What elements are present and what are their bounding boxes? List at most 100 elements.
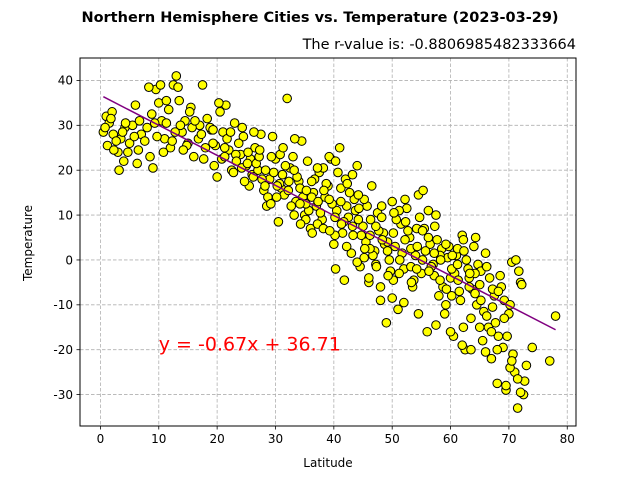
data-point	[484, 273, 495, 283]
x-tick-label: 10	[151, 432, 166, 446]
data-point	[353, 214, 364, 225]
data-point	[197, 80, 208, 90]
data-point	[432, 234, 442, 245]
data-point	[492, 378, 503, 389]
data-point	[344, 187, 355, 198]
data-point	[464, 268, 475, 279]
y-tick-label: -30	[53, 388, 73, 402]
data-point	[454, 286, 465, 297]
data-point	[146, 109, 157, 119]
data-point	[515, 387, 526, 398]
x-tick-label: 40	[326, 432, 341, 446]
data-point	[400, 234, 410, 245]
data-point	[225, 127, 236, 137]
data-point	[495, 270, 505, 281]
data-point	[455, 295, 466, 306]
data-point	[476, 295, 486, 306]
y-axis-label: Temperature	[21, 205, 35, 282]
y-tick-label: -10	[53, 298, 73, 312]
data-point	[155, 80, 166, 90]
data-point	[469, 241, 479, 252]
chart-title: Northern Hemisphere Cities vs. Temperatu…	[81, 10, 558, 26]
data-point	[422, 326, 433, 337]
data-point	[342, 178, 353, 189]
data-point	[145, 151, 155, 162]
data-point	[254, 145, 265, 155]
data-point	[282, 93, 292, 104]
data-point	[152, 131, 162, 142]
data-point	[313, 196, 323, 207]
data-point	[431, 210, 441, 220]
data-point	[445, 326, 456, 337]
x-tick-label: 0	[97, 432, 105, 446]
data-point	[406, 277, 417, 288]
data-point	[239, 176, 250, 187]
data-point	[414, 212, 425, 223]
data-point	[486, 353, 497, 364]
data-point	[366, 181, 377, 191]
data-point	[301, 185, 312, 196]
data-point	[266, 151, 277, 162]
data-point	[389, 208, 399, 218]
data-point	[130, 100, 141, 110]
data-point	[229, 118, 240, 128]
data-point	[348, 230, 358, 241]
data-point	[399, 297, 409, 308]
data-point	[288, 151, 298, 162]
data-point	[429, 221, 440, 232]
data-point	[271, 192, 282, 202]
data-point	[198, 154, 209, 164]
data-point	[142, 122, 152, 133]
data-point	[267, 131, 278, 142]
data-point	[359, 252, 369, 263]
data-point	[118, 156, 129, 167]
data-point	[289, 165, 299, 175]
data-point	[324, 225, 335, 236]
data-point	[329, 239, 339, 250]
data-point	[435, 275, 445, 285]
data-point	[429, 248, 440, 259]
data-point	[492, 344, 503, 355]
x-tick-label: 60	[443, 432, 458, 446]
data-point	[481, 311, 492, 321]
data-point	[423, 232, 434, 243]
data-point	[512, 374, 523, 384]
data-point	[219, 142, 230, 153]
data-point	[266, 199, 276, 209]
data-point	[249, 127, 259, 137]
data-point	[411, 264, 422, 274]
data-point	[459, 246, 469, 256]
data-point	[212, 172, 222, 182]
data-point	[400, 194, 410, 205]
data-point	[375, 295, 386, 306]
data-point	[190, 116, 200, 126]
data-point	[129, 131, 140, 142]
data-point	[289, 210, 299, 220]
data-point	[346, 248, 357, 259]
data-point	[242, 158, 253, 169]
y-tick-label: 30	[58, 119, 73, 133]
data-point	[441, 300, 451, 310]
data-point	[434, 291, 444, 301]
data-point	[312, 163, 323, 173]
data-point	[501, 380, 511, 391]
data-point	[284, 176, 294, 187]
data-point	[493, 286, 504, 297]
data-point	[163, 104, 174, 115]
data-point	[233, 138, 244, 149]
data-point	[237, 122, 248, 133]
data-point	[111, 136, 121, 146]
grid-lines	[80, 58, 576, 426]
data-point	[302, 156, 313, 167]
data-point	[352, 160, 362, 171]
data-point	[470, 232, 481, 243]
data-point	[487, 302, 498, 312]
data-point	[365, 214, 376, 225]
data-point	[238, 131, 249, 142]
data-point	[273, 217, 284, 227]
data-point	[173, 82, 183, 92]
data-point	[339, 275, 350, 285]
data-point	[384, 255, 395, 265]
data-point	[383, 270, 393, 281]
data-point	[171, 71, 182, 81]
